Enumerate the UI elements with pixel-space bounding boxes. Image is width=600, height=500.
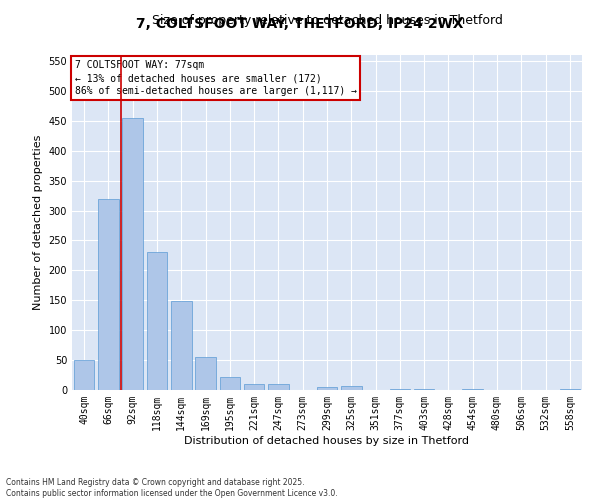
Bar bbox=[74, 360, 94, 390]
Text: 7 COLTSFOOT WAY: 77sqm
← 13% of detached houses are smaller (172)
86% of semi-de: 7 COLTSFOOT WAY: 77sqm ← 13% of detached… bbox=[74, 60, 356, 96]
Text: 7, COLTSFOOT WAY, THETFORD, IP24 2WX: 7, COLTSFOOT WAY, THETFORD, IP24 2WX bbox=[136, 18, 464, 32]
Bar bbox=[244, 384, 265, 390]
Bar bbox=[146, 252, 167, 390]
Title: Size of property relative to detached houses in Thetford: Size of property relative to detached ho… bbox=[152, 14, 502, 28]
Bar bbox=[560, 389, 580, 390]
Bar bbox=[317, 387, 337, 390]
Y-axis label: Number of detached properties: Number of detached properties bbox=[33, 135, 43, 310]
X-axis label: Distribution of detached houses by size in Thetford: Distribution of detached houses by size … bbox=[185, 436, 470, 446]
Bar bbox=[171, 302, 191, 390]
Bar bbox=[220, 377, 240, 390]
Bar bbox=[268, 384, 289, 390]
Bar bbox=[389, 389, 410, 390]
Bar bbox=[98, 198, 119, 390]
Bar bbox=[195, 357, 216, 390]
Text: Contains HM Land Registry data © Crown copyright and database right 2025.
Contai: Contains HM Land Registry data © Crown c… bbox=[6, 478, 338, 498]
Bar bbox=[122, 118, 143, 390]
Bar bbox=[341, 386, 362, 390]
